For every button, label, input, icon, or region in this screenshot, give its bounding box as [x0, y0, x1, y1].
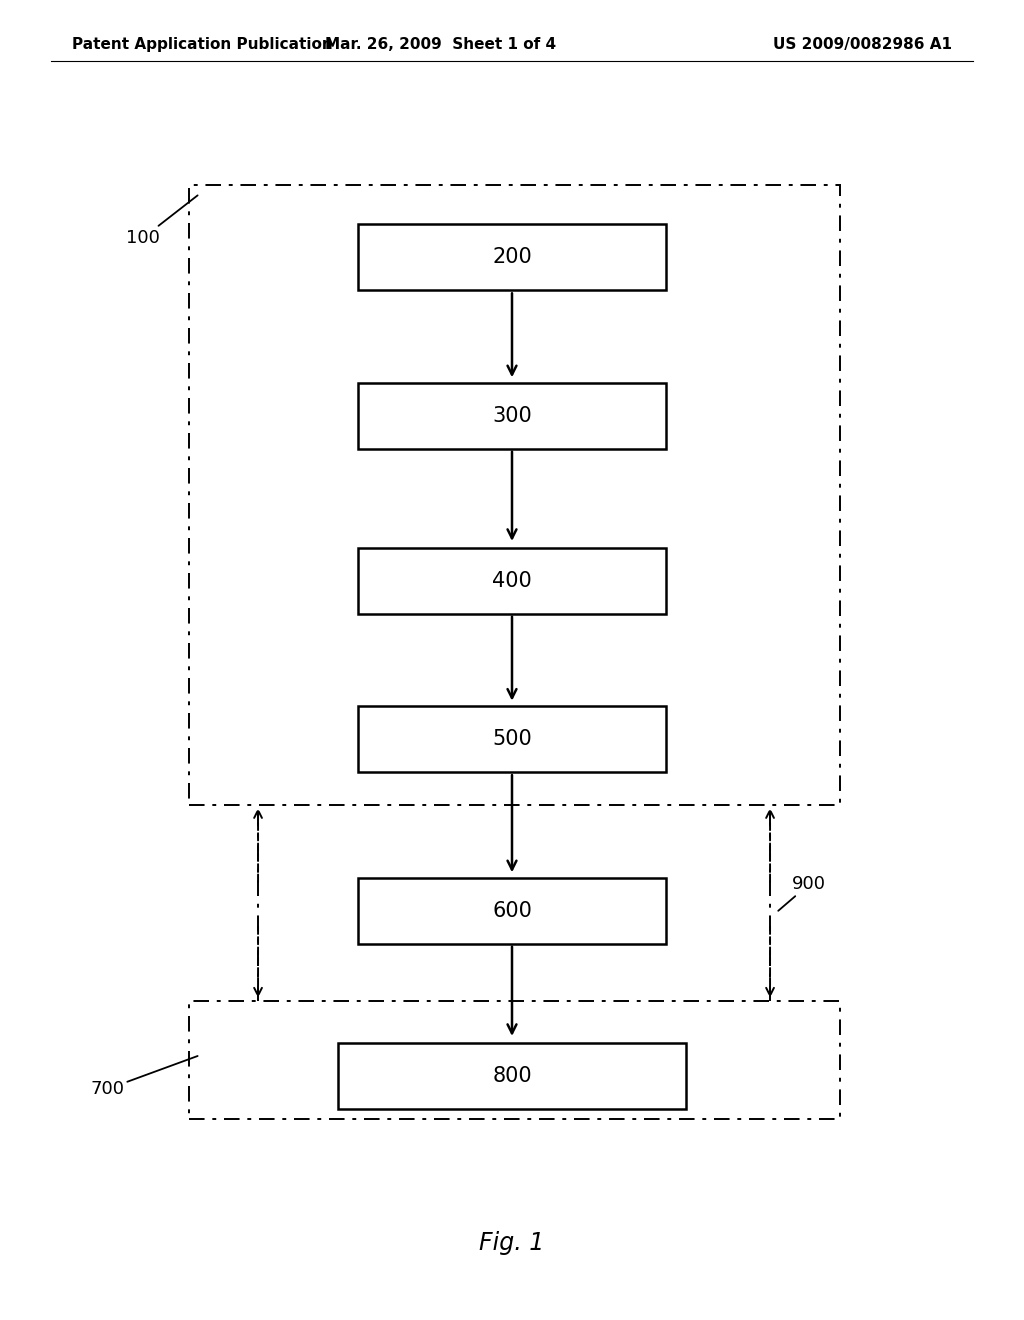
Text: 600: 600	[493, 900, 531, 921]
Bar	[358, 548, 666, 614]
Bar	[358, 706, 666, 772]
Text: 900: 900	[778, 875, 826, 911]
Text: 200: 200	[493, 247, 531, 268]
Bar	[338, 1043, 686, 1109]
Text: Mar. 26, 2009  Sheet 1 of 4: Mar. 26, 2009 Sheet 1 of 4	[325, 37, 556, 53]
Text: 500: 500	[493, 729, 531, 750]
Bar	[189, 1001, 840, 1119]
Text: 100: 100	[126, 195, 198, 247]
Text: 700: 700	[90, 1056, 198, 1098]
Text: Patent Application Publication: Patent Application Publication	[72, 37, 333, 53]
Text: 800: 800	[493, 1065, 531, 1086]
Bar	[189, 185, 840, 805]
Bar	[358, 224, 666, 290]
Text: 300: 300	[493, 405, 531, 426]
Text: 400: 400	[493, 570, 531, 591]
Text: US 2009/0082986 A1: US 2009/0082986 A1	[773, 37, 952, 53]
Bar	[358, 878, 666, 944]
Bar	[358, 383, 666, 449]
Text: Fig. 1: Fig. 1	[479, 1232, 545, 1255]
